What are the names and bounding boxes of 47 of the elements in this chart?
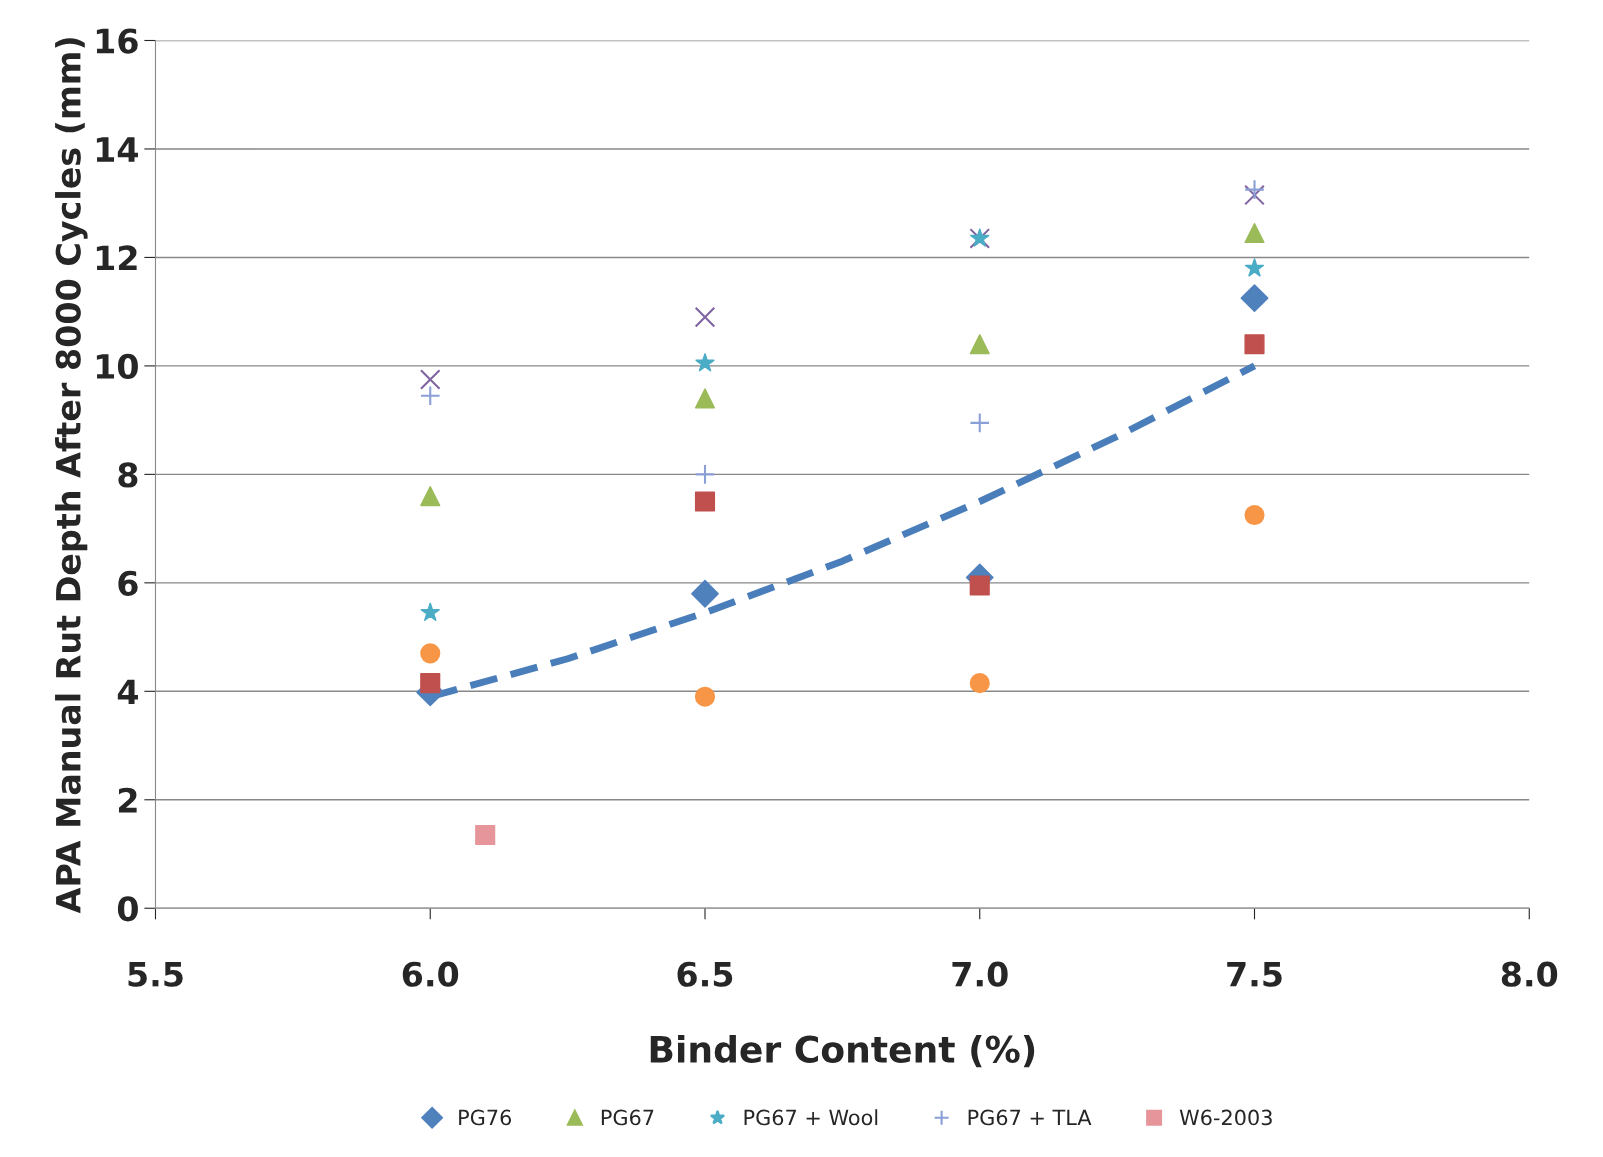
legend-label: PG67 + TLA <box>968 1109 1092 1126</box>
point <box>1240 284 1269 313</box>
point <box>475 824 496 846</box>
x-tick-label: 7.5 <box>1227 962 1282 987</box>
point <box>420 486 441 507</box>
point <box>969 412 991 434</box>
y-tick-label: 6 <box>118 570 138 596</box>
point <box>419 369 441 390</box>
x-axis-title: Binder Content (%) <box>650 1034 1035 1068</box>
y-tick-label: 12 <box>96 245 137 271</box>
point <box>694 491 716 512</box>
y-tick-label: 10 <box>96 353 138 380</box>
point <box>420 673 441 694</box>
point <box>694 388 716 409</box>
point <box>1244 258 1265 277</box>
point <box>694 686 716 707</box>
point <box>1244 179 1265 200</box>
y-axis-title: APA Manual Rut Depth After 8000 Cycles (mm) <box>55 38 88 914</box>
y-tick-label: 14 <box>96 137 138 162</box>
legend-label: PG76 <box>459 1109 512 1126</box>
x-tick-label: 6.5 <box>677 961 733 987</box>
legend-label: PG67 <box>601 1109 654 1126</box>
point <box>1244 504 1265 526</box>
point <box>420 643 441 664</box>
x-tick-label: 6.0 <box>402 961 459 987</box>
y-tick-label: 4 <box>117 679 138 704</box>
point <box>1244 222 1265 244</box>
point <box>694 464 716 485</box>
y-tick-label: 8 <box>118 462 138 488</box>
point <box>969 673 990 694</box>
point <box>969 575 990 596</box>
y-tick-label: 2 <box>118 787 137 813</box>
y-tick-label: 0 <box>117 896 138 922</box>
x-tick-label: 8.0 <box>1501 961 1558 987</box>
point <box>420 602 440 621</box>
point <box>691 579 719 608</box>
y-tick-label: 16 <box>96 28 138 54</box>
point <box>1244 184 1265 206</box>
point <box>695 353 715 372</box>
legend-label: PG67 + Wool <box>744 1109 878 1126</box>
point <box>694 306 716 328</box>
legend-label: W6-2003 <box>1179 1109 1272 1126</box>
point <box>1244 334 1265 355</box>
point <box>969 334 990 355</box>
point <box>419 385 441 407</box>
x-tick-label: 7.0 <box>952 961 1008 987</box>
x-tick-label: 5.5 <box>128 962 183 987</box>
